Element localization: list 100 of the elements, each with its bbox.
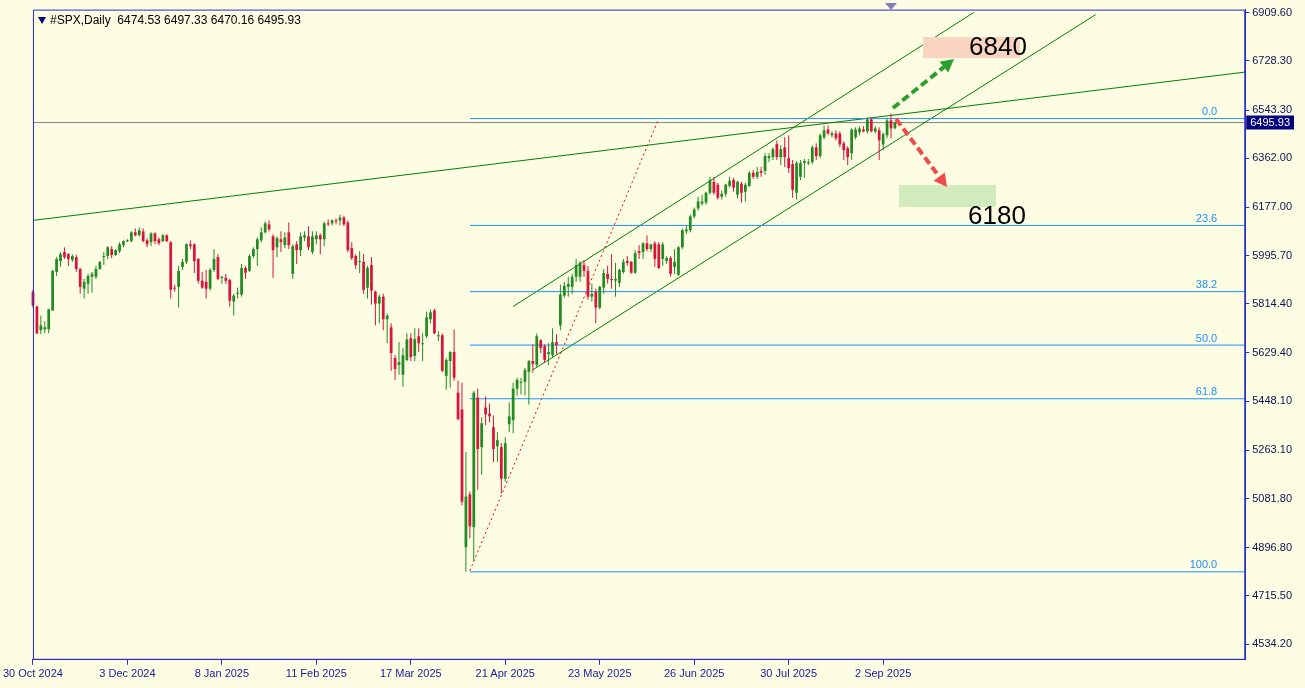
ref-line-label: 6495.93 (1250, 115, 1290, 128)
candlestick (381, 293, 385, 331)
candlestick (228, 278, 232, 308)
x-tick-label: 2 Sep 2025 (854, 667, 912, 680)
series-label: 50.0 (1195, 331, 1218, 344)
candlestick (610, 253, 613, 290)
candlestick (696, 196, 700, 212)
candlestick (311, 230, 314, 255)
candlestick (740, 181, 743, 204)
y-tick-label: 6362.00 (1252, 151, 1292, 164)
y-tick-label: 5263.10 (1252, 443, 1292, 456)
candlestick (185, 242, 188, 265)
candlestick (425, 311, 428, 339)
candlestick (661, 241, 665, 267)
candlestick (39, 315, 43, 335)
candlestick (555, 333, 558, 355)
series-label: 23.6 (1195, 211, 1218, 224)
candlestick (267, 219, 271, 232)
candlestick (255, 236, 259, 267)
candlestick (436, 330, 440, 342)
candlestick (488, 403, 491, 423)
candlestick (633, 249, 637, 275)
candlestick (653, 240, 657, 268)
y-tick-label: 4896.80 (1252, 540, 1292, 553)
candlestick (177, 265, 180, 309)
candlestick (374, 290, 377, 326)
candlestick (669, 255, 672, 278)
candlestick (366, 265, 369, 300)
x-tick-label: 21 Apr 2025 (475, 667, 535, 680)
candlestick (318, 232, 322, 255)
candlestick (307, 225, 310, 251)
candlestick (322, 220, 326, 247)
y-tick-label: 6177.00 (1252, 200, 1292, 213)
y-tick-label: 6909.60 (1252, 5, 1292, 18)
candlestick (547, 342, 550, 366)
candlestick (543, 343, 547, 364)
candlestick (102, 251, 106, 266)
x-tick-label: 8 Jan 2025 (194, 667, 250, 680)
series-label: 61.8 (1195, 385, 1218, 398)
candlestick (480, 416, 484, 476)
candlestick (299, 231, 302, 257)
candlestick (566, 276, 570, 298)
y-tick-label: 4534.20 (1252, 637, 1292, 650)
candlestick (775, 139, 779, 161)
x-tick-label: 30 Jul 2025 (760, 667, 818, 680)
x-tick-label: 3 Dec 2024 (99, 667, 156, 680)
candlestick (417, 327, 421, 353)
candlestick (810, 144, 814, 165)
candlestick (204, 269, 208, 300)
candlestick (614, 262, 617, 298)
candlestick (574, 258, 578, 283)
x-tick-label: 30 Oct 2024 (3, 667, 63, 680)
candlestick (385, 312, 389, 344)
candlestick (681, 227, 684, 250)
candlestick (377, 294, 381, 324)
y-tick-label: 5448.10 (1252, 394, 1292, 407)
x-tick-label: 23 May 2025 (567, 667, 632, 680)
candlestick (531, 343, 535, 374)
candlestick (287, 222, 291, 250)
candlestick (846, 145, 850, 166)
candlestick (673, 248, 676, 275)
series-label: 100.0 (1189, 558, 1218, 571)
x-tick-label: 26 Jun 2025 (663, 667, 725, 680)
candlestick (850, 127, 854, 161)
y-tick-label: 6543.30 (1252, 103, 1292, 116)
candlestick (594, 288, 598, 324)
candlestick (433, 308, 436, 335)
y-tick-label: 5081.80 (1252, 491, 1292, 504)
candlestick (295, 240, 299, 265)
series-label: 0.0 (1201, 105, 1218, 118)
annotation: 6180 (968, 200, 1026, 230)
candlestick (551, 327, 554, 359)
chart-title: #SPX,Daily 6474.53 6497.33 6470.16 6495.93 (50, 13, 301, 27)
candlestick (783, 136, 787, 168)
candlestick (492, 415, 495, 463)
candlestick (283, 231, 287, 249)
candlestick (484, 396, 487, 426)
candlestick (877, 126, 881, 161)
y-tick-label: 5629.40 (1252, 345, 1292, 358)
candlestick (779, 144, 783, 166)
y-tick-label: 4715.50 (1252, 588, 1292, 601)
candlestick (82, 278, 86, 300)
y-tick-label: 6728.30 (1252, 53, 1292, 66)
candlestick (413, 327, 417, 362)
candlestick (78, 267, 82, 295)
candlestick (657, 241, 661, 270)
candlestick (448, 350, 452, 389)
candlestick (590, 283, 594, 302)
x-tick-label: 11 Feb 2025 (285, 667, 347, 680)
candlestick (232, 293, 236, 317)
candlestick (409, 332, 413, 362)
candlestick (421, 332, 424, 362)
candlestick (358, 250, 362, 274)
y-tick-label: 5814.40 (1252, 296, 1292, 309)
annotation: 6840 (969, 31, 1027, 61)
candlestick (496, 431, 499, 463)
series-label: 38.2 (1195, 278, 1218, 291)
candlestick (803, 158, 806, 179)
y-tick-label: 5995.70 (1252, 248, 1292, 261)
x-tick-label: 17 Mar 2025 (379, 667, 442, 680)
